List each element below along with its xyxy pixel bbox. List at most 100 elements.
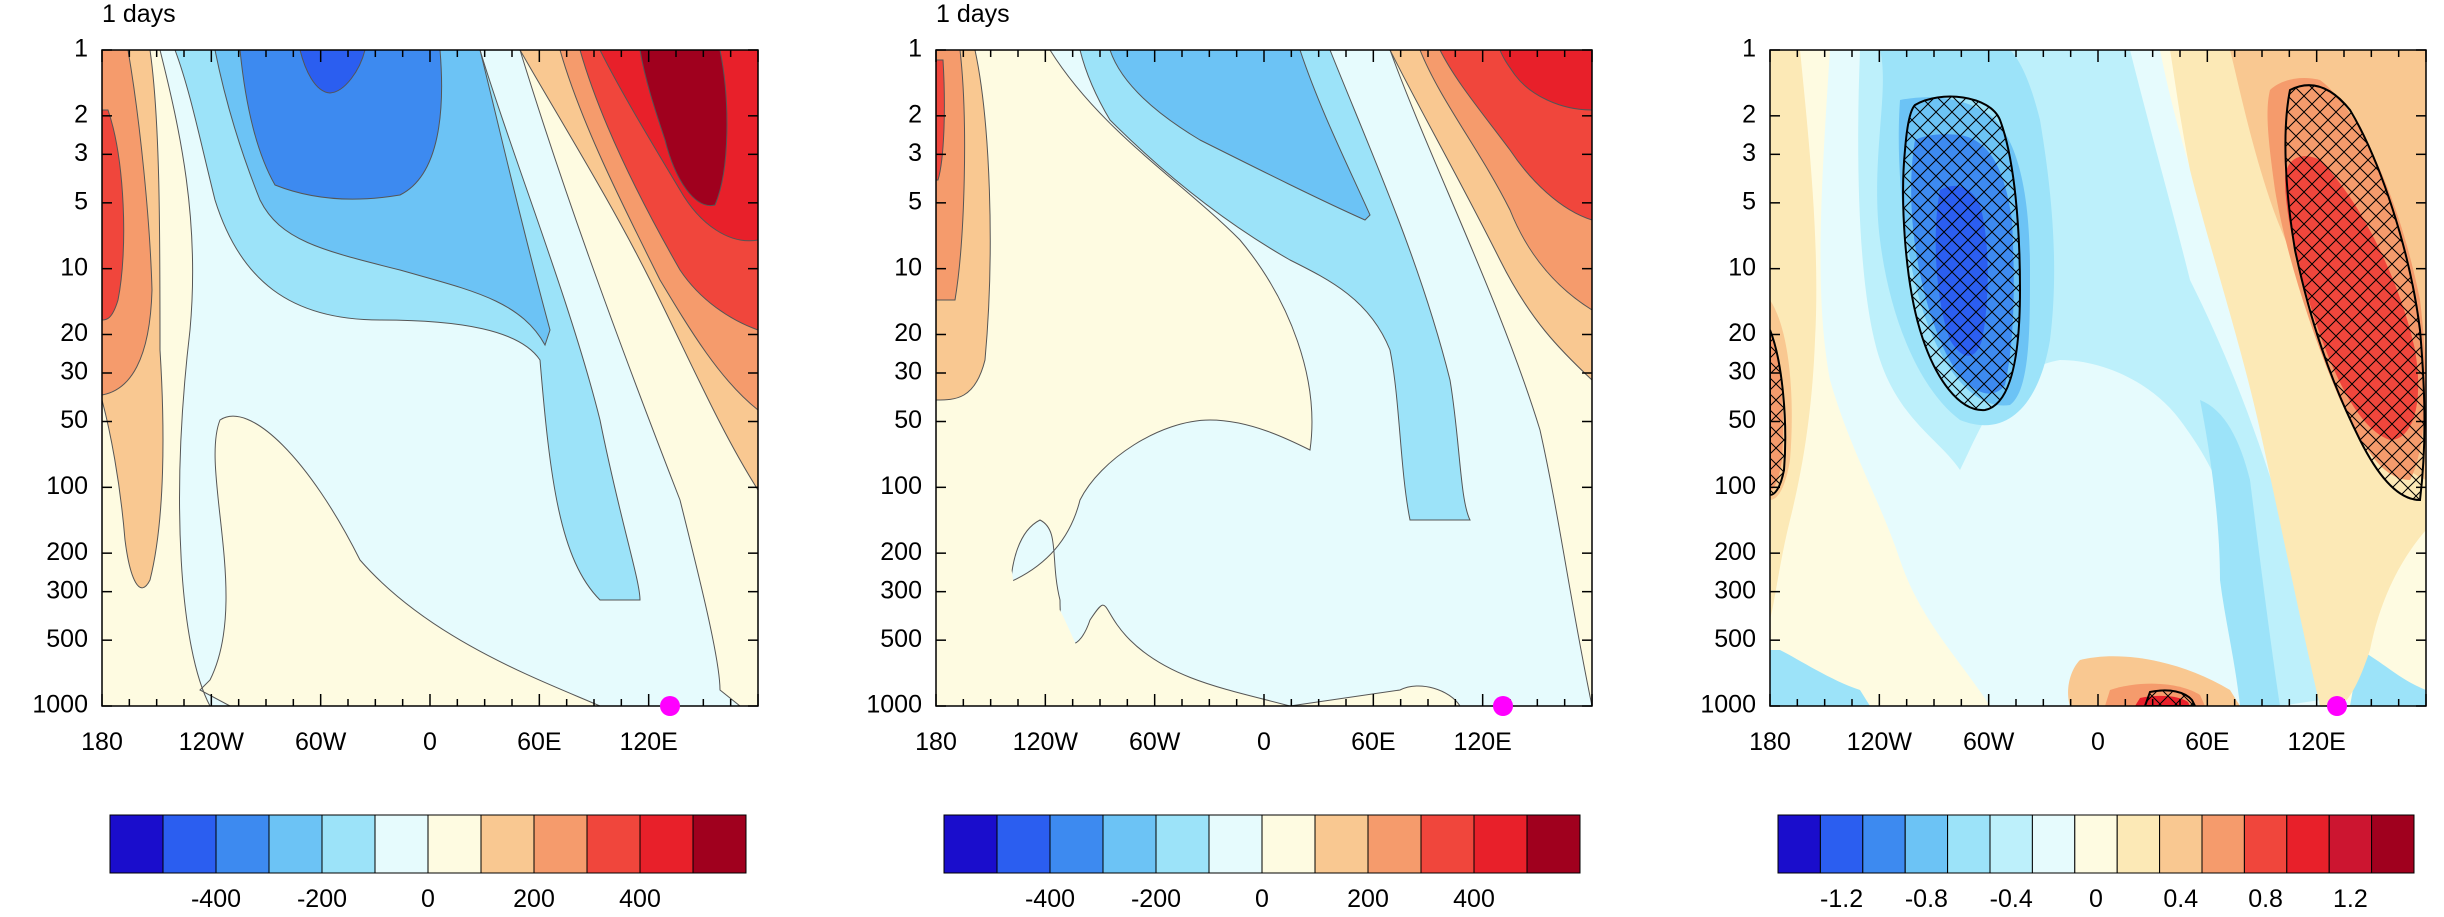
x-tick-label: 120E — [619, 728, 677, 756]
x-tick-label: 0 — [1257, 728, 1271, 756]
y-tick-label: 30 — [894, 358, 922, 386]
y-tick-label: 10 — [1728, 253, 1756, 281]
y-tick-label: 3 — [1742, 139, 1756, 167]
y-tick-label: 100 — [1714, 472, 1756, 500]
panel-3: 1 2 3 5 10 20 30 50 100 200 300 500 1000 180 120W 60W 0 6… — [1700, 35, 2427, 756]
panel-3-marker — [2327, 696, 2347, 716]
y-tick-label: 10 — [894, 253, 922, 281]
colorbar-label: 0 — [2089, 885, 2103, 913]
panel-1-contours — [102, 50, 758, 706]
y-tick-label: 1 — [1742, 35, 1756, 63]
y-tick-label: 1 — [74, 35, 88, 63]
x-tick-label: 0 — [423, 728, 437, 756]
colorbar-swatch — [1261, 814, 1316, 874]
y-tick-label: 1 — [908, 35, 922, 63]
y-tick-label: 50 — [1728, 406, 1756, 434]
colorbar-swatch — [374, 814, 429, 874]
colorbar-label: -400 — [1025, 885, 1075, 913]
colorbar-swatch — [2116, 814, 2161, 874]
x-tick-label: 120W — [1847, 728, 1913, 756]
colorbar-swatch — [215, 814, 270, 874]
colorbar-swatch — [268, 814, 323, 874]
y-tick-label: 200 — [880, 538, 922, 566]
colorbar-label: 200 — [513, 885, 555, 913]
y-tick-label: 200 — [1714, 538, 1756, 566]
colorbar-swatch — [2243, 814, 2288, 874]
x-tick-label: 60E — [517, 728, 561, 756]
colorbar-swatch — [427, 814, 482, 874]
y-tick-label: 2 — [74, 100, 88, 128]
colorbar-1: -400 -200 0 200 400 — [109, 814, 747, 913]
y-tick-label: 100 — [880, 472, 922, 500]
colorbar-swatch — [1819, 814, 1864, 874]
y-tick-label: 5 — [1742, 187, 1756, 215]
colorbar-swatch — [533, 814, 588, 874]
x-tick-label: 180 — [1749, 728, 1791, 756]
y-tick-label: 3 — [908, 139, 922, 167]
y-tick-label: 300 — [1714, 576, 1756, 604]
y-tick-label: 1000 — [866, 691, 922, 719]
panel-1: 1 2 3 5 10 20 30 50 100 200 300 500 1000 180 120W 60W 0 6… — [32, 0, 759, 756]
colorbar-swatch — [943, 814, 998, 874]
colorbar-swatch — [1777, 814, 1821, 874]
colorbar-label: 0 — [1255, 885, 1269, 913]
colorbar-label: -200 — [297, 885, 347, 913]
x-tick-label: 60E — [2185, 728, 2229, 756]
colorbar-2: -400 -200 0 200 400 — [943, 814, 1581, 913]
colorbar-label: -0.4 — [1990, 885, 2033, 913]
colorbar-label: 1.2 — [2333, 885, 2368, 913]
colorbar-label: -400 — [191, 885, 241, 913]
panel-1-marker — [660, 696, 680, 716]
colorbar-swatch — [2328, 814, 2373, 874]
y-tick-label: 20 — [894, 319, 922, 347]
x-tick-label: 60W — [1129, 728, 1181, 756]
colorbar-swatch — [1049, 814, 1104, 874]
colorbar-swatch — [321, 814, 376, 874]
y-tick-label: 300 — [880, 576, 922, 604]
colorbar-swatch — [692, 814, 747, 874]
colorbar-swatch — [996, 814, 1051, 874]
y-tick-label: 500 — [880, 625, 922, 653]
y-tick-label: 500 — [46, 625, 88, 653]
y-tick-label: 1000 — [32, 691, 88, 719]
colorbar-label: -1.2 — [1820, 885, 1863, 913]
colorbar-swatch — [1473, 814, 1528, 874]
colorbar-swatch — [1420, 814, 1475, 874]
x-tick-label: 120E — [1453, 728, 1511, 756]
colorbar-swatch — [586, 814, 641, 874]
colorbar-3: -1.2 -0.8 -0.4 0 0.4 0.8 1.2 — [1777, 814, 2415, 913]
colorbar-label: 0 — [421, 885, 435, 913]
x-tick-label: 60E — [1351, 728, 1395, 756]
y-tick-label: 5 — [74, 187, 88, 215]
colorbar-swatch — [1989, 814, 2033, 874]
y-tick-label: 50 — [894, 406, 922, 434]
colorbar-swatch — [2201, 814, 2245, 874]
colorbar-swatch — [1947, 814, 1991, 874]
colorbar-swatch — [162, 814, 217, 874]
colorbar-swatch — [1155, 814, 1210, 874]
colorbar-label: -0.8 — [1905, 885, 1948, 913]
y-tick-label: 500 — [1714, 625, 1756, 653]
y-tick-label: 2 — [908, 100, 922, 128]
colorbar-swatch — [2159, 814, 2203, 874]
colorbar-label: -200 — [1131, 885, 1181, 913]
y-tick-label: 50 — [60, 406, 88, 434]
colorbar-swatch — [480, 814, 535, 874]
y-tick-label: 5 — [908, 187, 922, 215]
colorbar-swatch — [1526, 814, 1581, 874]
colorbar-swatch — [1904, 814, 1949, 874]
x-tick-label: 120E — [2287, 728, 2345, 756]
x-tick-label: 180 — [81, 728, 123, 756]
y-tick-label: 20 — [1728, 319, 1756, 347]
colorbar-swatch — [2286, 814, 2330, 874]
panel-2-axes: 1 2 3 5 10 20 30 50 100 200 300 500 1000 180 120W 60W 0 6… — [866, 35, 1593, 756]
panel-3-contours — [1770, 50, 2426, 706]
x-tick-label: 120W — [1013, 728, 1079, 756]
y-tick-label: 200 — [46, 538, 88, 566]
colorbar-label: 200 — [1347, 885, 1389, 913]
y-tick-label: 30 — [60, 358, 88, 386]
colorbar-swatch — [1208, 814, 1263, 874]
y-tick-label: 100 — [46, 472, 88, 500]
y-tick-label: 2 — [1742, 100, 1756, 128]
